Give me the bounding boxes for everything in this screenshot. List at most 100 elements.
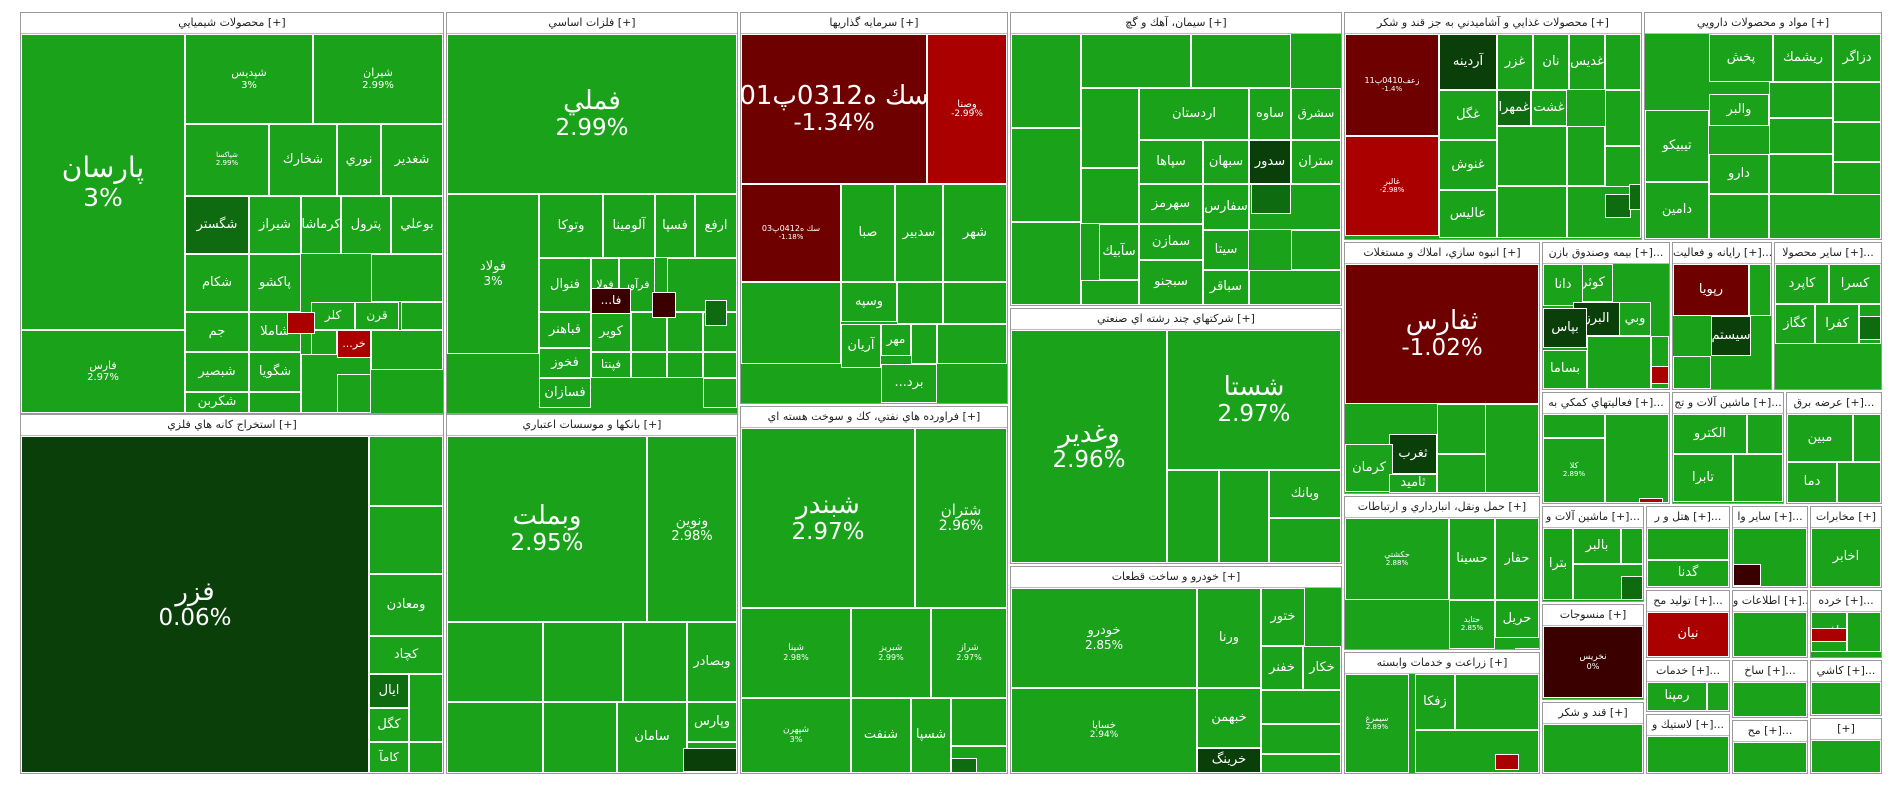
stock-tile[interactable]: غشت [1531,90,1567,126]
stock-tile[interactable]: نان [1533,34,1569,90]
stock-tile[interactable]: بالبر [1573,528,1621,564]
minor-stock-tile[interactable] [249,392,301,413]
minor-stock-tile[interactable] [1749,264,1771,316]
stock-tile[interactable]: مهر [881,324,911,356]
minor-stock-tile[interactable] [1081,34,1191,88]
minor-stock-tile[interactable] [1495,754,1519,770]
stock-tile[interactable]: فولاد 3% [447,194,539,354]
stock-tile[interactable]: شكام [185,254,249,312]
stock-tile[interactable]: كچاد [369,636,443,674]
sector-title[interactable]: شركتهاي چند رشته اي صنعتي [+] [1011,309,1341,330]
stock-tile[interactable]: بساما [1543,350,1587,389]
stock-tile[interactable]: اردستان [1139,88,1249,140]
sector-title[interactable]: سيمان، آهك و گچ [+] [1011,13,1341,34]
minor-stock-tile[interactable] [1629,184,1641,210]
stock-tile[interactable]: فملي 2.99% [447,34,737,194]
stock-tile[interactable]: بوعلي [391,196,443,254]
stock-tile[interactable]: سدبير [895,184,943,282]
minor-stock-tile[interactable] [1455,674,1539,730]
sector-title[interactable]: ماشين آلات و [+]... [1543,507,1643,528]
minor-stock-tile[interactable] [1261,754,1341,773]
minor-stock-tile[interactable] [1081,168,1139,224]
minor-stock-tile[interactable] [409,674,443,742]
minor-stock-tile[interactable] [1291,230,1341,270]
stock-tile[interactable]: شستا 2.97% [1167,330,1341,470]
sector-title[interactable]: ساير محصولا [+]... [1775,243,1881,264]
stock-tile[interactable]: جم [185,312,249,352]
stock-tile[interactable]: فباهنر [539,312,591,348]
stock-tile[interactable]: شراز 2.97% [931,608,1007,698]
stock-tile[interactable]: شپديس 3% [185,34,313,124]
minor-stock-tile[interactable] [703,378,737,408]
stock-tile[interactable]: شيران 2.99% [313,34,443,124]
stock-tile[interactable]: خبهمن [1197,688,1261,748]
minor-stock-tile[interactable] [911,324,937,364]
stock-tile[interactable]: غنوش [1439,140,1497,190]
stock-tile[interactable]: ثاميد [1389,474,1437,493]
stock-tile[interactable]: ستران [1291,140,1341,184]
stock-tile[interactable]: رپويا [1673,264,1749,316]
minor-stock-tile[interactable] [1191,34,1291,88]
stock-tile[interactable]: آلومينا [603,194,655,258]
minor-stock-tile[interactable] [371,254,443,302]
stock-tile[interactable]: سدور [1249,140,1291,184]
minor-stock-tile[interactable] [369,506,443,574]
stock-tile[interactable]: ...برد [881,364,937,403]
stock-tile[interactable]: شگويا [249,352,301,392]
stock-tile[interactable]: شكربن [185,392,249,413]
stock-tile[interactable]: خفنر [1261,646,1303,690]
stock-tile[interactable]: نوري [337,124,381,196]
stock-tile[interactable]: شپنا 2.98% [741,608,851,698]
stock-tile[interactable]: والبر [1709,94,1769,126]
sector-title[interactable]: استخراج كانه هاي فلزي [+] [21,415,443,436]
minor-stock-tile[interactable] [287,312,315,334]
sector-title[interactable]: مواد و محصولات دارويي [+] [1645,13,1881,34]
minor-stock-tile[interactable] [705,300,727,326]
stock-tile[interactable]: سپاها [1139,140,1203,184]
minor-stock-tile[interactable] [1733,682,1807,717]
minor-stock-tile[interactable] [1747,414,1783,454]
stock-tile[interactable]: حتايد 2.85% [1449,600,1495,649]
minor-stock-tile[interactable] [1647,528,1729,560]
minor-stock-tile[interactable] [741,282,841,364]
stock-tile[interactable]: پخش [1709,34,1773,82]
stock-tile[interactable]: سك ه0412پ03 -1.18% [741,184,841,282]
sector-title[interactable]: خودرو و ساخت قطعات [+] [1011,567,1341,588]
minor-stock-tile[interactable] [1081,88,1139,168]
stock-tile[interactable]: ثغرب [1389,434,1437,474]
stock-tile[interactable]: ختور [1261,588,1305,646]
stock-tile[interactable]: كلا 2.89% [1543,438,1605,503]
minor-stock-tile[interactable] [1673,356,1711,389]
minor-stock-tile[interactable] [1497,186,1567,238]
minor-stock-tile[interactable] [1733,564,1761,586]
stock-tile[interactable]: شخارك [269,124,337,196]
stock-tile[interactable]: ونوين 2.98% [647,436,737,622]
stock-tile[interactable]: گدنا [1647,560,1729,587]
sector-title[interactable]: خدمات [+]... [1647,661,1729,682]
minor-stock-tile[interactable] [447,622,543,702]
sector-title[interactable]: مح [+]... [1733,721,1807,742]
minor-stock-tile[interactable] [1605,34,1641,90]
minor-stock-tile[interactable] [897,282,943,324]
stock-tile[interactable]: كلر [311,302,355,330]
sector-title[interactable]: خرده [+]... [1811,591,1881,612]
stock-tile[interactable]: وبي [1619,302,1651,336]
sector-title[interactable]: قند و شكر [+] [1543,703,1643,724]
minor-stock-tile[interactable] [1651,366,1669,384]
stock-tile[interactable]: سشرق [1291,88,1341,140]
minor-stock-tile[interactable] [1847,612,1881,652]
minor-stock-tile[interactable] [1251,184,1291,214]
stock-tile[interactable]: شپاکسا 2.99% [185,124,269,196]
stock-tile[interactable]: مبين [1787,414,1853,462]
stock-tile[interactable]: شغدير [381,124,443,196]
stock-tile[interactable]: ...فا [591,288,631,314]
stock-tile[interactable]: وسپه [841,282,897,322]
stock-tile[interactable]: خودرو 2.85% [1011,588,1197,688]
minor-stock-tile[interactable] [409,742,443,773]
minor-stock-tile[interactable] [1769,118,1833,154]
minor-stock-tile[interactable] [951,758,977,773]
stock-tile[interactable]: كگاز [1775,304,1815,344]
stock-tile[interactable]: غمهرا [1497,90,1531,126]
stock-tile[interactable]: كسرا [1829,264,1881,304]
stock-tile[interactable]: بپاس [1543,308,1587,348]
